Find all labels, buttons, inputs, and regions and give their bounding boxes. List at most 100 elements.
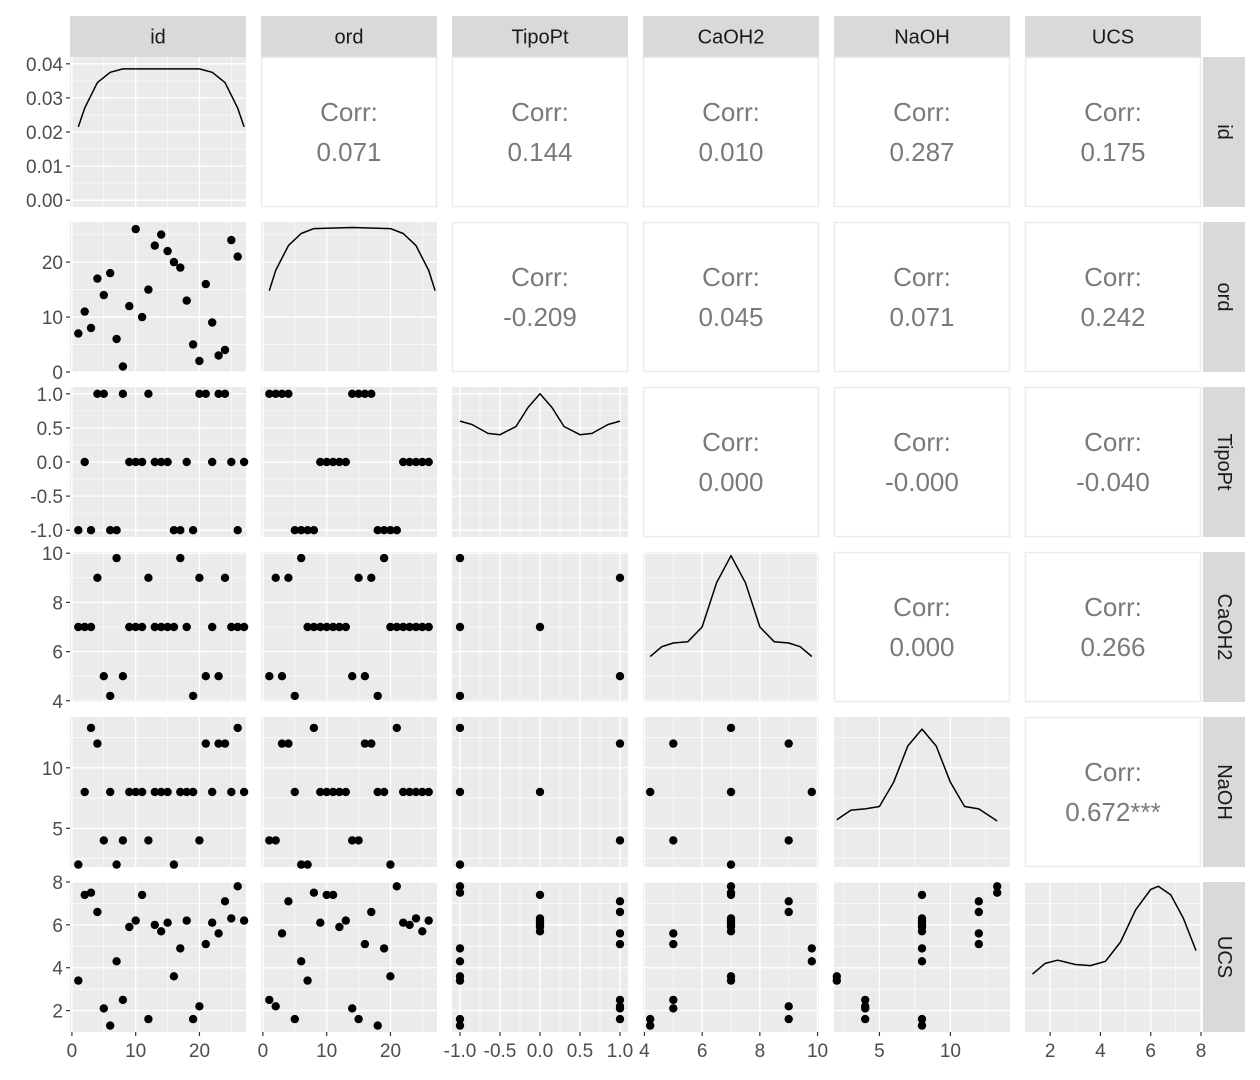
data-point [348, 672, 357, 681]
data-point [917, 1014, 927, 1024]
data-point [182, 916, 191, 925]
panel-id-NaOH: Corr: 0.287 [833, 56, 1011, 208]
data-point [861, 1004, 870, 1013]
panel-TipoPt-NaOH: Corr: -0.000 [833, 386, 1011, 538]
data-point [297, 526, 306, 535]
corr-value: 0.175 [1080, 137, 1145, 167]
data-point [360, 939, 370, 949]
strip-top-id [70, 16, 246, 57]
data-point [182, 296, 191, 305]
x-tick-label: 1.0 [607, 1041, 633, 1062]
data-point [455, 1021, 465, 1030]
data-point [233, 723, 242, 733]
data-point [303, 976, 312, 985]
data-point [784, 1002, 793, 1011]
data-point [455, 957, 465, 966]
density-line [836, 728, 998, 822]
data-point [974, 897, 983, 906]
data-point [341, 622, 350, 632]
data-point [271, 836, 280, 845]
y-tick-label: -1.0 [30, 521, 63, 542]
data-point [290, 691, 299, 701]
panel-NaOH-NaOH [834, 717, 1010, 867]
y-tick-label: 0.01 [26, 157, 63, 178]
corr-value: 0.672*** [1065, 797, 1160, 827]
data-point [399, 918, 408, 927]
data-point [669, 1004, 678, 1013]
strip-right-NaOH [1203, 717, 1245, 867]
corr-panel-border [833, 56, 1011, 208]
x-tick-label: 0 [67, 1041, 78, 1062]
data-point [125, 457, 134, 467]
data-point [188, 787, 198, 797]
data-point [455, 787, 465, 797]
corr-value: -0.209 [503, 302, 577, 332]
data-point [303, 526, 312, 535]
data-point [144, 389, 153, 398]
data-point [176, 787, 185, 797]
data-point [112, 553, 121, 563]
corr-label: Corr: [702, 427, 760, 457]
y-tick-label: 5 [52, 819, 63, 840]
strip-top-CaOH2 [643, 16, 819, 57]
data-point [669, 739, 678, 748]
panel-TipoPt-UCS: Corr: -0.040 [1024, 386, 1202, 538]
data-point [455, 553, 465, 563]
data-point [348, 1004, 357, 1013]
data-point [195, 1002, 204, 1011]
data-point [271, 573, 280, 582]
data-point [335, 622, 344, 632]
data-point [74, 622, 83, 632]
data-point [726, 787, 736, 797]
corr-value: 0.000 [698, 467, 763, 497]
data-point [150, 457, 159, 467]
data-point [309, 888, 319, 897]
data-point [974, 929, 983, 938]
data-point [80, 307, 89, 316]
data-point [220, 389, 230, 398]
strip-label-top: NaOH [894, 27, 950, 49]
panel-CaOH2-id [70, 552, 249, 702]
density-line [1032, 885, 1197, 975]
data-point [150, 920, 159, 930]
data-point [125, 922, 134, 932]
data-point [265, 836, 274, 845]
data-point [86, 622, 96, 632]
data-point [99, 389, 109, 398]
corr-value: 0.242 [1080, 302, 1145, 332]
panel-background [70, 882, 246, 1032]
data-point [131, 916, 140, 925]
data-point [239, 787, 249, 797]
data-point [424, 787, 433, 797]
data-point [277, 672, 287, 681]
data-point [169, 860, 179, 869]
x-tick-label: 10 [125, 1041, 146, 1062]
data-point [455, 622, 465, 632]
data-point [163, 246, 172, 256]
panel-UCS-ord [261, 881, 437, 1032]
strip-label-top: CaOH2 [698, 27, 765, 49]
data-point [303, 860, 312, 869]
data-point [220, 345, 230, 355]
data-point [74, 976, 83, 985]
panel-NaOH-TipoPt [452, 717, 628, 869]
data-point [615, 1014, 625, 1024]
data-point [284, 389, 293, 398]
data-point [297, 553, 306, 563]
density-line [649, 554, 813, 658]
data-point [182, 622, 191, 632]
strip-right-TipoPt [1203, 387, 1245, 537]
x-tick-label: 20 [380, 1041, 401, 1062]
panel-TipoPt-TipoPt [452, 387, 628, 537]
y-tick-label: 10 [42, 308, 63, 329]
data-point [271, 389, 280, 398]
y-tick-label: 6 [52, 916, 63, 937]
strip-top-NaOH [834, 16, 1010, 57]
data-point [214, 739, 223, 748]
panel-NaOH-UCS: Corr: 0.672*** [1024, 716, 1202, 868]
panel-background [261, 222, 437, 372]
panel-id-id [70, 57, 246, 207]
strip-right-CaOH2 [1203, 552, 1245, 702]
data-point [169, 622, 179, 632]
